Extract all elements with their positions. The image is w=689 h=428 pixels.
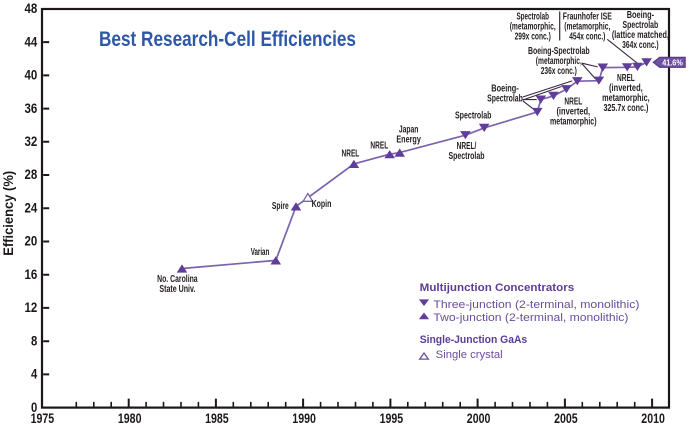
svg-text:(inverted,: (inverted, bbox=[556, 107, 590, 118]
svg-text:364x conc.): 364x conc.) bbox=[622, 40, 659, 51]
svg-text:Boeing-: Boeing- bbox=[491, 83, 518, 94]
svg-text:2005: 2005 bbox=[554, 411, 578, 426]
svg-text:Japan: Japan bbox=[399, 124, 419, 135]
svg-text:(inverted,: (inverted, bbox=[609, 83, 643, 94]
svg-text:2010: 2010 bbox=[641, 411, 665, 426]
svg-text:NREL/: NREL/ bbox=[457, 141, 477, 152]
svg-text:Efficiency (%): Efficiency (%) bbox=[1, 171, 16, 256]
svg-text:48: 48 bbox=[25, 1, 38, 16]
svg-text:State Univ.: State Univ. bbox=[159, 284, 195, 295]
svg-text:Spectrolab: Spectrolab bbox=[487, 93, 523, 104]
svg-text:0: 0 bbox=[31, 400, 37, 415]
svg-text:4: 4 bbox=[31, 367, 38, 382]
svg-text:Varian: Varian bbox=[251, 247, 270, 258]
svg-text:1985: 1985 bbox=[205, 411, 229, 426]
svg-text:454x conc.): 454x conc.) bbox=[569, 32, 605, 43]
svg-text:Energy: Energy bbox=[396, 135, 421, 146]
svg-text:16: 16 bbox=[25, 267, 38, 282]
svg-text:1975: 1975 bbox=[31, 411, 55, 426]
svg-text:(metamorphic,: (metamorphic, bbox=[564, 22, 610, 33]
svg-text:Two-junction (2-terminal, mono: Two-junction (2-terminal, monolithic) bbox=[433, 312, 628, 324]
svg-text:metamorphic): metamorphic) bbox=[550, 117, 597, 128]
svg-text:Kopin: Kopin bbox=[312, 199, 332, 210]
svg-text:36: 36 bbox=[25, 101, 38, 116]
svg-text:40: 40 bbox=[25, 68, 38, 83]
svg-text:299x conc.): 299x conc.) bbox=[515, 32, 551, 43]
svg-text:Fraunhofer ISE: Fraunhofer ISE bbox=[563, 12, 612, 23]
svg-text:1990: 1990 bbox=[292, 411, 316, 426]
svg-text:24: 24 bbox=[25, 201, 38, 216]
svg-text:(metamorphic,: (metamorphic, bbox=[510, 22, 556, 33]
svg-text:NREL: NREL bbox=[342, 149, 360, 160]
svg-text:236x conc.): 236x conc.) bbox=[541, 66, 577, 77]
svg-text:12: 12 bbox=[25, 300, 38, 315]
svg-text:Three-junction (2-terminal, mo: Three-junction (2-terminal, monolithic) bbox=[433, 299, 639, 311]
svg-text:Multijunction Concentrators: Multijunction Concentrators bbox=[420, 282, 575, 294]
svg-text:20: 20 bbox=[25, 234, 38, 249]
svg-text:Spectrolab: Spectrolab bbox=[623, 20, 659, 31]
svg-text:NREL: NREL bbox=[370, 140, 388, 151]
svg-text:Spectrolab: Spectrolab bbox=[449, 151, 485, 162]
svg-text:2000: 2000 bbox=[467, 411, 491, 426]
svg-text:Boeing-Spectrolab: Boeing-Spectrolab bbox=[528, 46, 590, 57]
svg-text:Best Research-Cell Efficiencie: Best Research-Cell Efficiencies bbox=[99, 26, 356, 51]
svg-text:(lattice matched,: (lattice matched, bbox=[612, 30, 669, 41]
svg-text:41.6%: 41.6% bbox=[662, 57, 683, 67]
svg-text:NREL: NREL bbox=[617, 73, 635, 84]
svg-text:(metamorphic,: (metamorphic, bbox=[536, 56, 582, 67]
svg-text:32: 32 bbox=[25, 134, 38, 149]
svg-text:Spectrolab: Spectrolab bbox=[455, 111, 492, 122]
svg-text:metamorphic,: metamorphic, bbox=[602, 93, 650, 104]
svg-text:8: 8 bbox=[31, 333, 38, 348]
svg-text:1980: 1980 bbox=[118, 411, 142, 426]
svg-text:325.7x conc.): 325.7x conc.) bbox=[603, 103, 648, 114]
svg-text:44: 44 bbox=[25, 34, 38, 49]
svg-text:Boeing-: Boeing- bbox=[627, 10, 654, 21]
svg-text:1995: 1995 bbox=[380, 411, 404, 426]
svg-text:28: 28 bbox=[25, 167, 38, 182]
svg-text:Single crystal: Single crystal bbox=[436, 349, 503, 361]
svg-text:Spire: Spire bbox=[272, 201, 289, 212]
svg-text:NREL: NREL bbox=[564, 96, 582, 107]
svg-text:No. Carolina: No. Carolina bbox=[157, 274, 198, 285]
svg-text:Single-Junction GaAs: Single-Junction GaAs bbox=[420, 334, 528, 346]
svg-text:Spectrolab: Spectrolab bbox=[516, 12, 549, 23]
